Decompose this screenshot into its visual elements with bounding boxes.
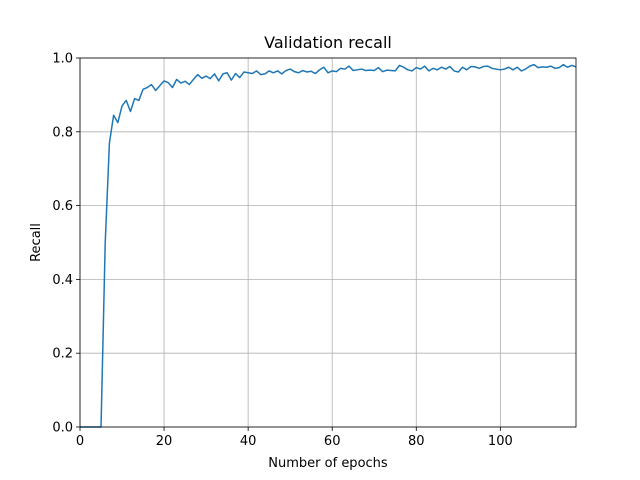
- x-tick-label: 0: [76, 434, 84, 449]
- y-tick-label: 0.2: [52, 347, 73, 362]
- x-tick-label: 60: [324, 434, 341, 449]
- y-axis-ticks: 0.0 0.2 0.4 0.6 0.8 1.0: [52, 52, 80, 436]
- x-axis-ticks: 0 20 40 60 80 100: [76, 427, 513, 449]
- grid-layer: [79, 57, 576, 428]
- y-tick-label: 0.8: [52, 125, 73, 140]
- series-line: [80, 63, 576, 428]
- series-layer: [80, 63, 576, 428]
- x-tick-label: 20: [156, 434, 173, 449]
- x-tick-label: 40: [240, 434, 257, 449]
- x-tick-label: 80: [408, 434, 425, 449]
- y-tick-label: 0.0: [52, 421, 73, 436]
- y-axis-label: Recall: [29, 223, 44, 262]
- axes-frame: [79, 57, 577, 428]
- x-axis-label: Number of epochs: [268, 456, 388, 471]
- y-tick-label: 1.0: [52, 52, 73, 67]
- x-tick-label: 100: [488, 434, 513, 449]
- y-tick-label: 0.4: [52, 273, 73, 288]
- y-tick-label: 0.6: [52, 199, 73, 214]
- chart-title: Validation recall: [264, 33, 392, 52]
